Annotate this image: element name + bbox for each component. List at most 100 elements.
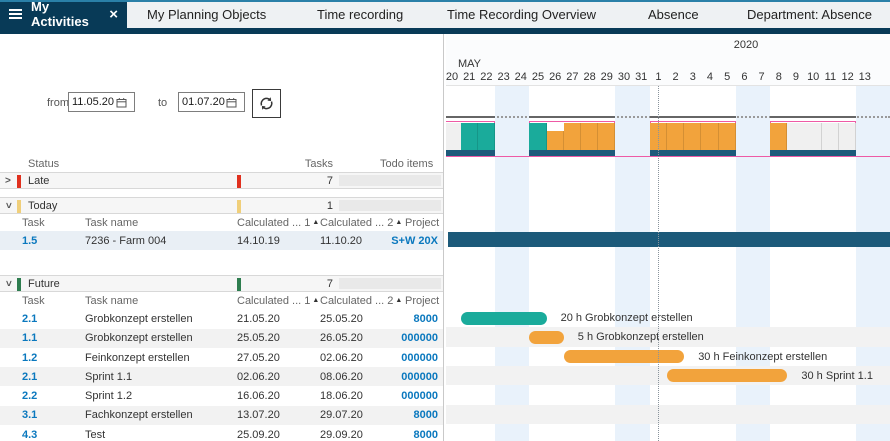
task-name-cell: Test xyxy=(85,428,106,441)
tab-my-activities[interactable]: My Activities × xyxy=(0,0,127,29)
tab-my-planning-objects[interactable]: My Planning Objects xyxy=(147,7,267,22)
table-row[interactable]: 2.1 Sprint 1.1 02.06.20 08.06.20 000000 xyxy=(0,367,443,387)
task-name-cell: Grobkonzept erstellen xyxy=(85,332,193,345)
chevron-down-icon[interactable]: > xyxy=(2,280,14,287)
utilization-block[interactable] xyxy=(667,123,685,150)
task-link[interactable]: 1.2 xyxy=(22,351,38,364)
tab-department-absence[interactable]: Department: Absence xyxy=(747,7,873,22)
calculated-1-cell: 13.07.20 xyxy=(237,409,280,422)
utilization-block[interactable] xyxy=(546,131,564,150)
table-row[interactable]: 4.3 Test 25.09.20 29.09.20 8000 xyxy=(0,425,443,441)
tasks-count: 7 xyxy=(326,277,333,290)
status-column-header: Status xyxy=(28,157,60,170)
task-link[interactable]: 2.1 xyxy=(22,370,38,383)
project-link[interactable]: 8000 xyxy=(413,428,438,441)
utilization-block[interactable] xyxy=(839,123,857,150)
distribution-strip xyxy=(529,150,616,156)
utilization-block[interactable] xyxy=(460,123,478,150)
task-name-cell: 7236 - Farm 004 xyxy=(85,234,167,247)
utilization-block[interactable] xyxy=(529,123,547,150)
task-bar[interactable] xyxy=(460,311,547,325)
utilization-block[interactable] xyxy=(598,123,616,150)
task-link[interactable]: 3.1 xyxy=(22,409,38,422)
calculated-2-cell: 29.07.20 xyxy=(320,409,363,422)
calculated-2-cell: 26.05.20 xyxy=(320,332,363,345)
task-link[interactable]: 1.5 xyxy=(22,234,38,247)
project-link[interactable]: 000000 xyxy=(401,390,438,403)
status-marker xyxy=(17,175,21,188)
project-link[interactable]: 000000 xyxy=(401,332,438,345)
table-row[interactable]: 1.2 Feinkonzept erstellen 27.05.20 02.06.20… xyxy=(0,348,443,367)
calculated-1-cell: 25.05.20 xyxy=(237,332,280,345)
utilization-block[interactable] xyxy=(581,123,599,150)
utilization-block[interactable] xyxy=(477,123,495,150)
tab-absence[interactable]: Absence xyxy=(648,7,699,22)
to-date-input[interactable] xyxy=(182,96,226,108)
project-link[interactable]: 000000 xyxy=(401,370,438,383)
group-row-late[interactable]: > Late 7 xyxy=(0,172,443,189)
group-row-today[interactable]: > Today 1 xyxy=(0,197,443,214)
group-label: Late xyxy=(28,174,50,187)
task-bar-label: 20 h Grobkonzept erstellen xyxy=(560,312,693,324)
table-row[interactable]: 1.1 Grobkonzept erstellen 25.05.20 26.05.20… xyxy=(0,328,443,348)
task-link[interactable]: 2.1 xyxy=(22,312,38,325)
close-tab-icon[interactable]: × xyxy=(109,5,118,23)
utilization-block[interactable] xyxy=(770,123,788,150)
sort-ascending-icon[interactable]: ▲ xyxy=(395,296,403,304)
utilization-block[interactable] xyxy=(563,123,581,150)
utilization-block[interactable] xyxy=(701,123,719,150)
task-bar[interactable] xyxy=(529,330,564,344)
project-duration-bar[interactable] xyxy=(448,232,890,247)
window-top-accent xyxy=(0,0,890,2)
table-row[interactable]: 3.1 Fachkonzept erstellen 13.07.20 29.07.20… xyxy=(0,405,443,426)
day-label: 26 xyxy=(549,71,562,83)
group-row-future[interactable]: > Future 7 xyxy=(0,275,443,293)
project-link[interactable]: S+W 20X xyxy=(391,234,438,247)
day-label: 7 xyxy=(758,71,765,83)
project-link[interactable]: 000000 xyxy=(401,351,438,364)
hamburger-menu-icon[interactable] xyxy=(9,9,22,19)
day-label: 6 xyxy=(741,71,748,83)
tab-time-recording[interactable]: Time recording xyxy=(317,7,404,22)
table-row[interactable]: 2.1 Grobkonzept erstellen 21.05.20 25.05.20… xyxy=(0,309,443,328)
utilization-block[interactable] xyxy=(684,123,702,150)
utilization-block[interactable] xyxy=(718,123,736,150)
calendar-icon[interactable] xyxy=(116,97,127,108)
tab-time-recording-overview[interactable]: Time Recording Overview xyxy=(447,7,597,22)
weekend-band xyxy=(495,86,530,441)
task-name-column-header: Task name xyxy=(85,216,139,229)
project-link[interactable]: 8000 xyxy=(413,409,438,422)
active-tab-label: My Activities xyxy=(31,0,89,29)
day-label: 22 xyxy=(480,71,493,83)
from-date-input[interactable] xyxy=(72,96,116,108)
utilization-block[interactable] xyxy=(804,123,822,150)
sub-header-row: Task Task name Calculated ... 1 ▲ Calculated… xyxy=(0,214,443,231)
task-list-panel: from to Status Tasks Todo ite xyxy=(0,34,444,441)
task-link[interactable]: 1.1 xyxy=(22,332,38,345)
table-row[interactable]: 1.5 7236 - Farm 004 14.10.19 11.10.20 S+W 20… xyxy=(0,231,443,251)
task-link[interactable]: 2.2 xyxy=(22,390,38,403)
weekend-band xyxy=(856,86,890,441)
day-label: 31 xyxy=(635,71,648,83)
chevron-down-icon[interactable]: > xyxy=(2,202,14,208)
utilization-block[interactable] xyxy=(446,123,461,150)
day-label: 13 xyxy=(858,71,871,83)
project-link[interactable]: 8000 xyxy=(413,312,438,325)
task-bar[interactable] xyxy=(563,350,685,364)
gantt-chart-area: 20 h Grobkonzept erstellen 5 h Grobkonzep… xyxy=(446,86,890,441)
utilization-block[interactable] xyxy=(787,123,805,150)
sort-ascending-icon[interactable]: ▲ xyxy=(312,296,320,304)
calendar-icon[interactable] xyxy=(226,97,237,108)
refresh-button[interactable] xyxy=(252,89,281,118)
task-bar-label: 30 h Feinkonzept erstellen xyxy=(698,350,828,363)
table-row[interactable]: 2.2 Sprint 1.2 16.06.20 18.06.20 000000 xyxy=(0,386,443,405)
day-label: 5 xyxy=(724,71,731,83)
chevron-right-icon[interactable]: > xyxy=(5,175,11,186)
calculated-2-cell: 02.06.20 xyxy=(320,351,363,364)
task-link[interactable]: 4.3 xyxy=(22,428,38,441)
sort-ascending-icon[interactable]: ▲ xyxy=(312,218,320,226)
distribution-strip xyxy=(770,150,857,156)
task-bar[interactable] xyxy=(667,369,788,383)
sort-ascending-icon[interactable]: ▲ xyxy=(395,218,403,226)
utilization-block[interactable] xyxy=(821,123,839,150)
